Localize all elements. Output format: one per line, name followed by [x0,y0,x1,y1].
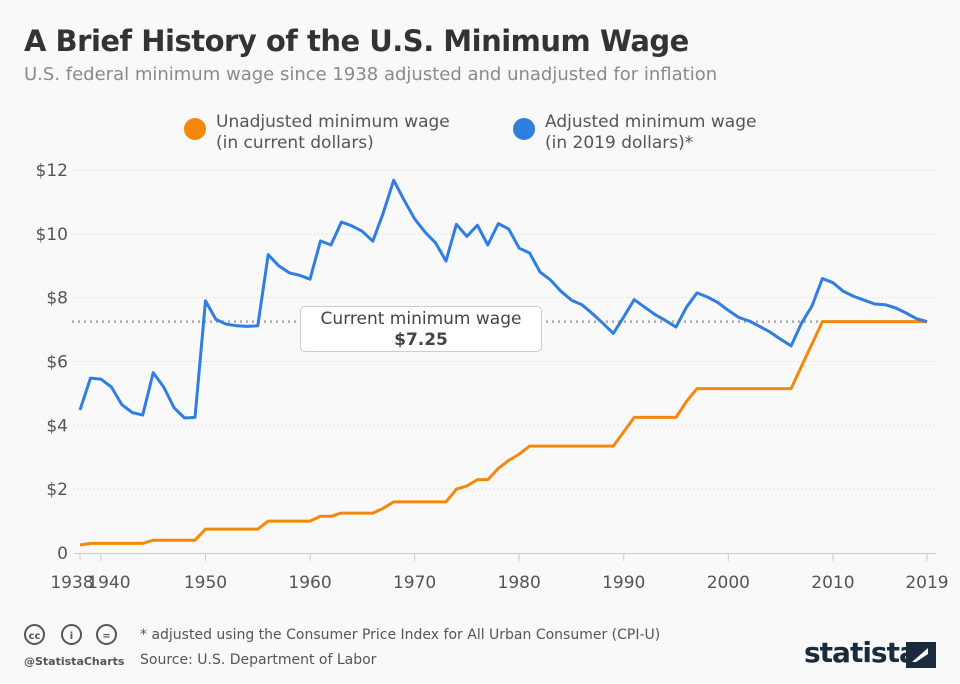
statista-logo[interactable]: statista [804,636,918,669]
legend-label-sub: (in 2019 dollars)* [545,133,694,153]
legend-swatch-adjusted [513,118,535,140]
legend-item-unadjusted: Unadjusted minimum wage (in current doll… [216,112,450,154]
y-tick-label: $10 [36,225,68,245]
x-tick-label: 2019 [905,573,948,593]
footnote: * adjusted using the Consumer Price Inde… [140,627,661,643]
legend-label: Unadjusted minimum wage [216,112,450,132]
cc-icon: cc [24,624,45,645]
y-tick-label: $6 [46,353,68,373]
callout-label: Current minimum wage [320,309,522,329]
source: Source: U.S. Department of Labor [140,652,377,668]
y-tick-label: $4 [46,416,68,436]
series-line-unadjusted [79,320,927,547]
nd-icon: = [96,624,117,645]
x-tick-label: 2010 [811,573,854,593]
by-icon: i [61,624,82,645]
x-tick-label: 1938 [50,573,93,593]
x-tick-label: 1950 [184,573,227,593]
x-tick-label: 1980 [498,573,541,593]
x-tick-label: 2000 [707,573,750,593]
legend-item-adjusted: Adjusted minimum wage (in 2019 dollars)* [545,112,756,154]
legend-label: Adjusted minimum wage [545,112,757,132]
subtitle: U.S. federal minimum wage since 1938 adj… [24,64,718,85]
legend-swatch-unadjusted [184,118,206,140]
x-tick-label: 1990 [602,573,645,593]
x-tick-label: 1970 [393,573,436,593]
legend-label-sub: (in current dollars) [216,133,374,153]
statista-logo-mark-icon [906,642,936,668]
y-tick-label: $2 [46,480,68,500]
x-tick-label: 1940 [87,573,130,593]
y-tick-label: 0 [57,544,68,564]
y-tick-label: $8 [46,289,68,309]
x-tick-label: 1960 [288,573,331,593]
page-title: A Brief History of the U.S. Minimum Wage [24,24,689,58]
y-tick-label: $12 [36,161,68,181]
twitter-handle[interactable]: @StatistaCharts [24,655,125,668]
current-wage-callout: Current minimum wage $7.25 [300,306,542,352]
series-line-adjusted [78,178,928,420]
callout-value: $7.25 [394,330,448,350]
